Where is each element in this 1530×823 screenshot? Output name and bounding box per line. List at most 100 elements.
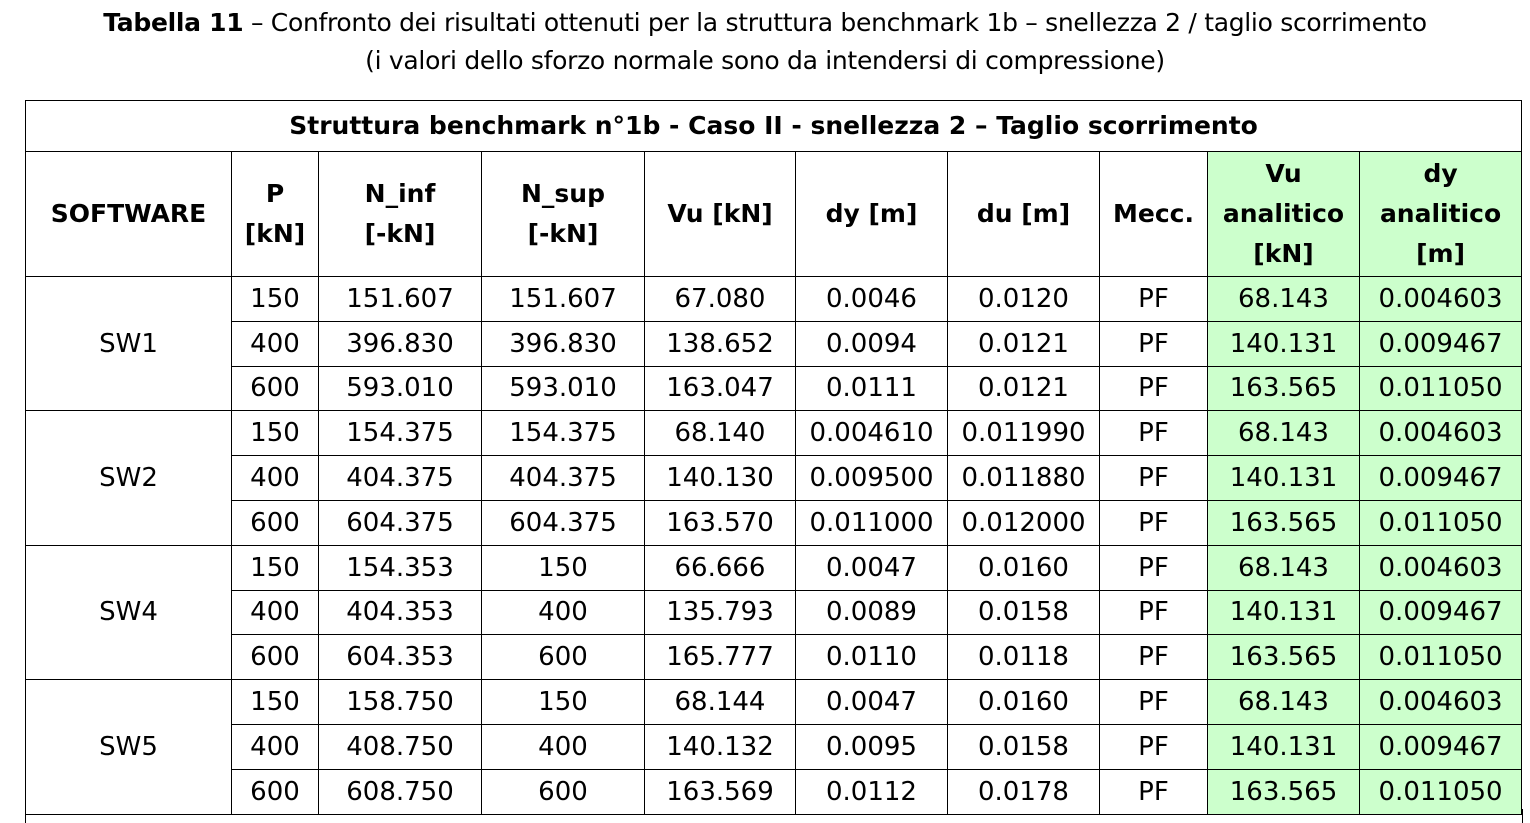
cell-vu-analitico: 68.143 xyxy=(1207,276,1360,322)
cell-p: 600 xyxy=(231,499,319,546)
cell-vu-analitico: 163.565 xyxy=(1207,499,1360,546)
caption-line-2: (i valori dello sforzo normale sono da i… xyxy=(365,46,1165,75)
header-n-inf-line: N_inf xyxy=(364,179,436,208)
cell-vu: 163.047 xyxy=(644,365,796,412)
cell-mecc: PF xyxy=(1099,768,1208,815)
header-vu-line: Vu [kN] xyxy=(667,199,773,228)
cell-vu-analitico: 68.143 xyxy=(1207,544,1360,591)
cell-vu: 140.132 xyxy=(644,723,796,770)
software-name: SW5 xyxy=(25,679,232,815)
cell-vu: 140.130 xyxy=(644,455,796,501)
cell-mecc: PF xyxy=(1099,320,1208,367)
cell-n-sup: 151.607 xyxy=(481,276,645,322)
cell-n-inf: 604.353 xyxy=(318,634,482,681)
header-dy-analitico-line: dy xyxy=(1423,159,1458,188)
cell-vu: 135.793 xyxy=(644,589,796,636)
cell-n-sup: 404.375 xyxy=(481,455,645,501)
cell-dy: 0.004610 xyxy=(795,410,948,457)
cell-p: 150 xyxy=(231,410,319,457)
cell-vu: 165.777 xyxy=(644,634,796,681)
cell-vu: 138.652 xyxy=(644,320,796,367)
cell-n-inf: 154.353 xyxy=(318,544,482,591)
cell-dy-analitico: 0.004603 xyxy=(1358,544,1523,591)
cell-vu-analitico: 140.131 xyxy=(1207,455,1360,501)
cell-mecc: PF xyxy=(1099,276,1208,322)
header-software: SOFTWARE xyxy=(25,151,232,277)
cell-du: 0.0120 xyxy=(947,276,1100,322)
benchmark-table: Struttura benchmark n°1b - Caso II - sne… xyxy=(24,100,1523,815)
cell-dy-analitico: 0.004603 xyxy=(1358,679,1523,725)
table-row: 600 604.353 600 165.777 0.0110 0.0118 PF 163.56… xyxy=(26,634,1523,681)
header-n-sup-line: [-kN] xyxy=(527,219,599,248)
header-p-line: P xyxy=(265,179,285,208)
header-vu-analitico: Vu analitico [kN] xyxy=(1207,151,1360,277)
cell-n-inf: 608.750 xyxy=(318,768,482,815)
header-vu-analitico-line: Vu xyxy=(1265,159,1302,188)
header-n-inf-line: [-kN] xyxy=(364,219,436,248)
cell-p: 600 xyxy=(231,365,319,412)
cell-n-sup: 400 xyxy=(481,589,645,636)
cell-n-sup: 400 xyxy=(481,723,645,770)
cell-mecc: PF xyxy=(1099,410,1208,457)
header-dy-analitico: dy analitico [m] xyxy=(1358,151,1523,277)
table-row: SW1 150 151.607 151.607 67.080 0.0046 0.0120 PF… xyxy=(25,275,1523,412)
header-mecc: Mecc. xyxy=(1099,151,1208,277)
cell-dy-analitico: 0.009467 xyxy=(1358,723,1523,770)
cell-p: 400 xyxy=(231,589,319,636)
cell-dy-analitico: 0.011050 xyxy=(1358,499,1523,546)
cell-dy: 0.0089 xyxy=(795,589,948,636)
table-row: 400 408.750 400 140.132 0.0095 0.0158 PF 140.13… xyxy=(26,723,1523,770)
cell-n-inf: 404.353 xyxy=(318,589,482,636)
caption-label: Tabella 11 xyxy=(103,8,244,37)
cell-p: 150 xyxy=(231,276,319,322)
cell-du: 0.011880 xyxy=(947,455,1100,501)
caption-text: – Confronto dei risultati ottenuti per l… xyxy=(243,8,1427,37)
cell-du: 0.012000 xyxy=(947,499,1100,546)
table-row: 600 604.375 604.375 163.570 0.011000 0.012000… xyxy=(26,499,1523,546)
cell-mecc: PF xyxy=(1099,499,1208,546)
cell-vu: 163.569 xyxy=(644,768,796,815)
header-n-inf: N_inf [-kN] xyxy=(318,151,482,277)
cell-du: 0.0160 xyxy=(947,679,1100,725)
cell-du: 0.0118 xyxy=(947,634,1100,681)
cell-n-inf: 408.750 xyxy=(318,723,482,770)
cell-dy-analitico: 0.009467 xyxy=(1358,320,1523,367)
cell-dy-analitico: 0.004603 xyxy=(1358,276,1523,322)
cell-dy: 0.009500 xyxy=(795,455,948,501)
header-dy: dy [m] xyxy=(795,151,948,277)
cell-mecc: PF xyxy=(1099,365,1208,412)
cell-dy: 0.0046 xyxy=(795,276,948,322)
cell-n-sup: 604.375 xyxy=(481,499,645,546)
caption-line-1: Tabella 11 – Confronto dei risultati ott… xyxy=(0,4,1530,42)
cell-dy: 0.0110 xyxy=(795,634,948,681)
cell-dy-analitico: 0.011050 xyxy=(1358,365,1523,412)
cell-vu: 163.570 xyxy=(644,499,796,546)
header-vu-analitico-line: [kN] xyxy=(1253,239,1314,268)
header-p-line: [kN] xyxy=(244,219,306,248)
cell-vu-analitico: 140.131 xyxy=(1207,320,1360,367)
cell-p: 150 xyxy=(231,544,319,591)
table-row: 600 593.010 593.010 163.047 0.0111 0.0121 PF 16… xyxy=(26,365,1523,412)
cell-n-inf: 396.830 xyxy=(318,320,482,367)
cell-dy: 0.0047 xyxy=(795,679,948,725)
cell-n-sup: 154.375 xyxy=(481,410,645,457)
cell-dy: 0.0094 xyxy=(795,320,948,367)
header-n-sup: N_sup [-kN] xyxy=(481,151,645,277)
cell-vu-analitico: 68.143 xyxy=(1207,679,1360,725)
cell-du: 0.0158 xyxy=(947,723,1100,770)
cell-n-inf: 604.375 xyxy=(318,499,482,546)
cell-dy: 0.0047 xyxy=(795,544,948,591)
cell-n-inf: 593.010 xyxy=(318,365,482,412)
header-du-line: du [m] xyxy=(976,199,1071,228)
table-row: SW5 150 158.750 150 68.144 0.0047 0.0160 PF 68.1… xyxy=(25,679,1523,815)
cell-mecc: PF xyxy=(1099,544,1208,591)
cell-vu-analitico: 68.143 xyxy=(1207,410,1360,457)
cell-mecc: PF xyxy=(1099,679,1208,725)
cell-dy: 0.0095 xyxy=(795,723,948,770)
table-row: 400 404.375 404.375 140.130 0.009500 0.011880… xyxy=(26,455,1523,501)
cell-vu: 67.080 xyxy=(644,276,796,322)
cell-mecc: PF xyxy=(1099,723,1208,770)
cell-du: 0.011990 xyxy=(947,410,1100,457)
cell-vu: 66.666 xyxy=(644,544,796,591)
cell-n-inf: 404.375 xyxy=(318,455,482,501)
